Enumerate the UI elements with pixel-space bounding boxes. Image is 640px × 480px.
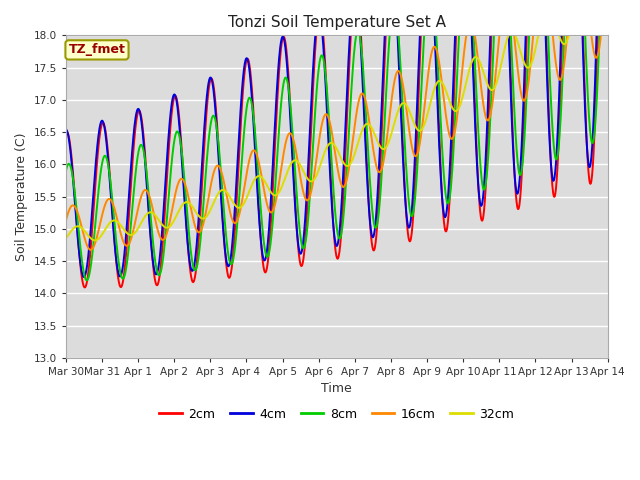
Legend: 2cm, 4cm, 8cm, 16cm, 32cm: 2cm, 4cm, 8cm, 16cm, 32cm [154, 403, 519, 426]
Title: Tonzi Soil Temperature Set A: Tonzi Soil Temperature Set A [228, 15, 446, 30]
Text: TZ_fmet: TZ_fmet [68, 43, 125, 56]
X-axis label: Time: Time [321, 383, 352, 396]
Y-axis label: Soil Temperature (C): Soil Temperature (C) [15, 132, 28, 261]
